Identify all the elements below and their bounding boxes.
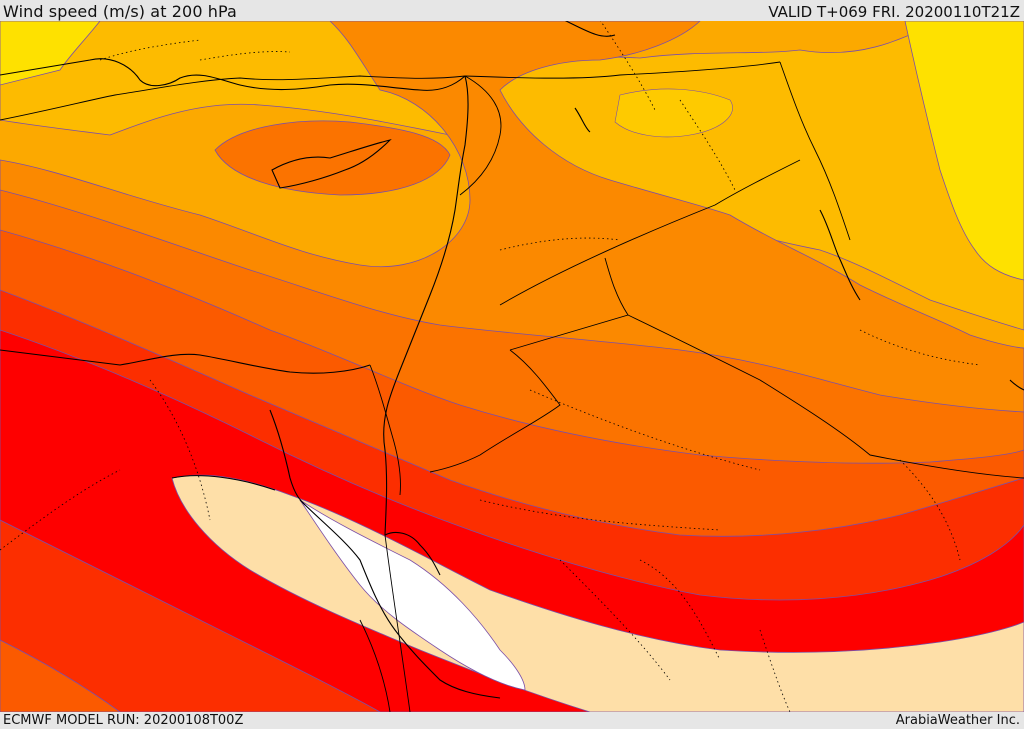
coastlines	[0, 21, 1024, 699]
model-run: ECMWF MODEL RUN: 20200108T00Z	[3, 713, 244, 728]
map-title: Wind speed (m/s) at 200 hPa	[3, 2, 237, 21]
province-borders	[0, 21, 981, 712]
band-southwest-orange	[0, 639, 121, 712]
band-red-2	[0, 329, 1024, 712]
header-bar: Wind speed (m/s) at 200 hPa VALID T+069 …	[0, 0, 1024, 21]
band-jet-core	[299, 499, 526, 691]
band-yellow-northwest	[0, 21, 101, 86]
band-palest	[171, 474, 1024, 712]
footer-bar: ECMWF MODEL RUN: 20200108T00Z ArabiaWeat…	[0, 712, 1024, 729]
country-borders	[0, 61, 1024, 712]
band-light-yellow-inner	[614, 88, 733, 138]
band-yellow-northeast	[904, 21, 1024, 281]
band-southwest-red	[0, 519, 381, 712]
credit: ArabiaWeather Inc.	[895, 713, 1020, 728]
band-pale-north	[0, 21, 1024, 331]
wind-speed-map	[0, 21, 1024, 712]
valid-time: VALID T+069 FRI. 20200110T21Z	[768, 3, 1020, 21]
